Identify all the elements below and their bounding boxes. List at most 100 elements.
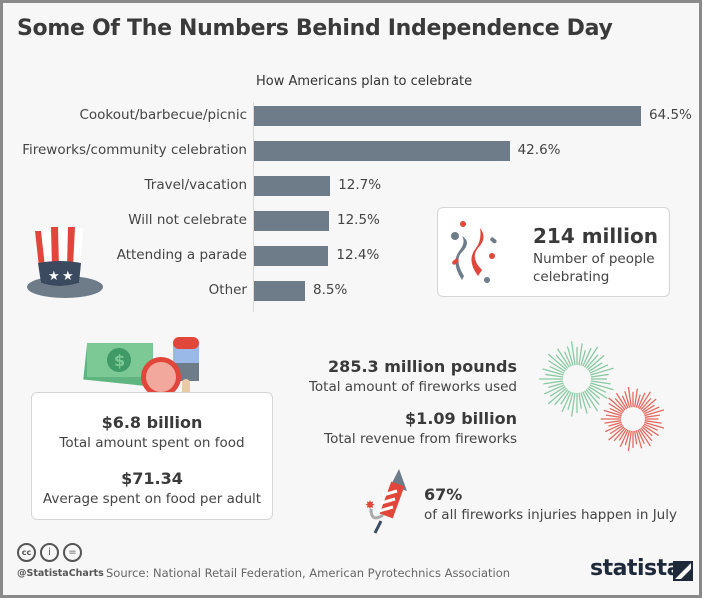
burst-ray	[604, 420, 622, 424]
burst-ray	[588, 386, 608, 400]
burst-ray	[545, 373, 564, 378]
burst-ray	[549, 365, 565, 374]
burst-ray	[619, 429, 629, 448]
food-avg-value: $71.34	[121, 469, 183, 488]
burst-ray	[634, 430, 638, 445]
bar	[254, 281, 305, 301]
value-label: 64.5%	[649, 107, 692, 123]
food-avg-label: Average spent on food per adult	[42, 491, 262, 507]
people-card: 214 million Number of people celebrating	[437, 207, 670, 297]
burst-ray	[642, 404, 655, 414]
burst-ray	[627, 430, 632, 452]
statista-logo-mark-icon	[673, 561, 693, 581]
category-label: Cookout/barbecue/picnic	[79, 107, 247, 123]
twitter-handle[interactable]: @StatistaCharts	[17, 568, 104, 579]
burst-ray	[614, 398, 626, 411]
no-derivatives-icon: =	[63, 543, 82, 562]
burst-ray	[590, 382, 614, 391]
burst-ray	[543, 384, 565, 395]
category-label: Travel/vacation	[144, 177, 248, 193]
burst-ray	[589, 384, 607, 393]
value-label: 12.4%	[336, 247, 380, 263]
burst-ray	[554, 389, 569, 406]
burst-ray	[588, 362, 603, 372]
burst-ray	[567, 392, 574, 410]
burst-ray	[643, 406, 660, 415]
category-label: Fireworks/community celebration	[22, 142, 247, 158]
category-label: Will not celebrate	[128, 212, 247, 228]
burst-ray	[637, 429, 645, 445]
burst-ray	[584, 346, 599, 368]
burst-ray	[566, 346, 574, 366]
svg-text:★: ★	[48, 269, 60, 284]
confetti-icon	[451, 221, 497, 283]
burst-ray	[542, 368, 564, 376]
people-label: Number of people celebrating	[533, 251, 655, 285]
burst-ray	[549, 386, 566, 397]
bar	[254, 141, 510, 161]
burst-ray	[615, 392, 628, 410]
statista-logo[interactable]: statista	[590, 556, 681, 581]
burst-ray	[589, 364, 609, 374]
infographic: Some Of The Numbers Behind Independence …	[3, 3, 699, 595]
burst-ray	[560, 390, 570, 405]
bar	[254, 176, 331, 196]
burst-ray	[613, 427, 626, 442]
fireworks-pounds-value: 285.3 million pounds	[328, 357, 517, 376]
bar	[254, 106, 641, 126]
burst-ray	[585, 389, 600, 406]
uncle-sam-hat-icon: ★ ★	[27, 226, 103, 298]
burst-ray	[563, 351, 572, 367]
burst-ray	[624, 391, 631, 408]
value-label: 8.5%	[313, 282, 348, 298]
attribution-icon: i	[40, 543, 59, 562]
people-value: 214 million	[533, 224, 658, 248]
burst-ray	[638, 428, 652, 447]
burst-ray	[638, 391, 652, 410]
money-apple-popsicle-icon: $	[83, 337, 199, 397]
burst-ray	[624, 430, 631, 446]
burst-ray	[643, 423, 659, 431]
burst-ray	[644, 414, 661, 418]
svg-text:✸: ✸	[365, 498, 375, 512]
burst-ray	[642, 424, 660, 437]
burst-ray	[644, 421, 665, 429]
burst-ray	[644, 409, 665, 417]
source-text: Source: National Retail Federation, Amer…	[106, 566, 511, 580]
burst-ray	[590, 367, 614, 376]
value-label: 42.6%	[517, 142, 561, 158]
burst-ray	[609, 424, 624, 435]
injury-label: of all fireworks injuries happen in July	[424, 507, 677, 523]
category-label: Attending a parade	[116, 247, 247, 263]
food-total-value: $6.8 billion	[101, 413, 203, 432]
burst-ray	[561, 391, 572, 413]
burst-ray	[580, 350, 587, 366]
burst-ray	[548, 360, 566, 372]
burst-ray	[640, 398, 652, 411]
svg-text:★: ★	[62, 269, 74, 284]
burst-ray	[609, 407, 623, 415]
burst-ray	[608, 421, 622, 427]
value-label: 12.7%	[338, 177, 382, 193]
burst-ray	[582, 391, 591, 409]
burst-ray	[641, 398, 657, 412]
firework-rocket-icon: ✸	[365, 469, 407, 534]
burst-ray	[634, 388, 638, 408]
burst-ray	[640, 427, 653, 442]
value-label: 12.5%	[337, 212, 380, 228]
burst-ray	[555, 354, 569, 369]
food-card: $6.8 billion Total amount spent on food …	[31, 392, 273, 520]
page-title: Some Of The Numbers Behind Independence …	[17, 16, 613, 41]
burst-ray	[621, 395, 629, 409]
burst-ray	[578, 392, 582, 409]
burst-ray	[604, 423, 623, 433]
burst-ray	[543, 380, 564, 385]
burst-ray	[590, 380, 611, 385]
burst-ray	[580, 392, 588, 414]
burst-ray	[582, 347, 592, 367]
burst-ray	[635, 394, 641, 408]
burst-ray	[570, 341, 576, 366]
burst-ray	[637, 392, 646, 409]
food-total-label: Total amount spent on food	[59, 435, 245, 451]
svg-text:$: $	[114, 351, 125, 370]
